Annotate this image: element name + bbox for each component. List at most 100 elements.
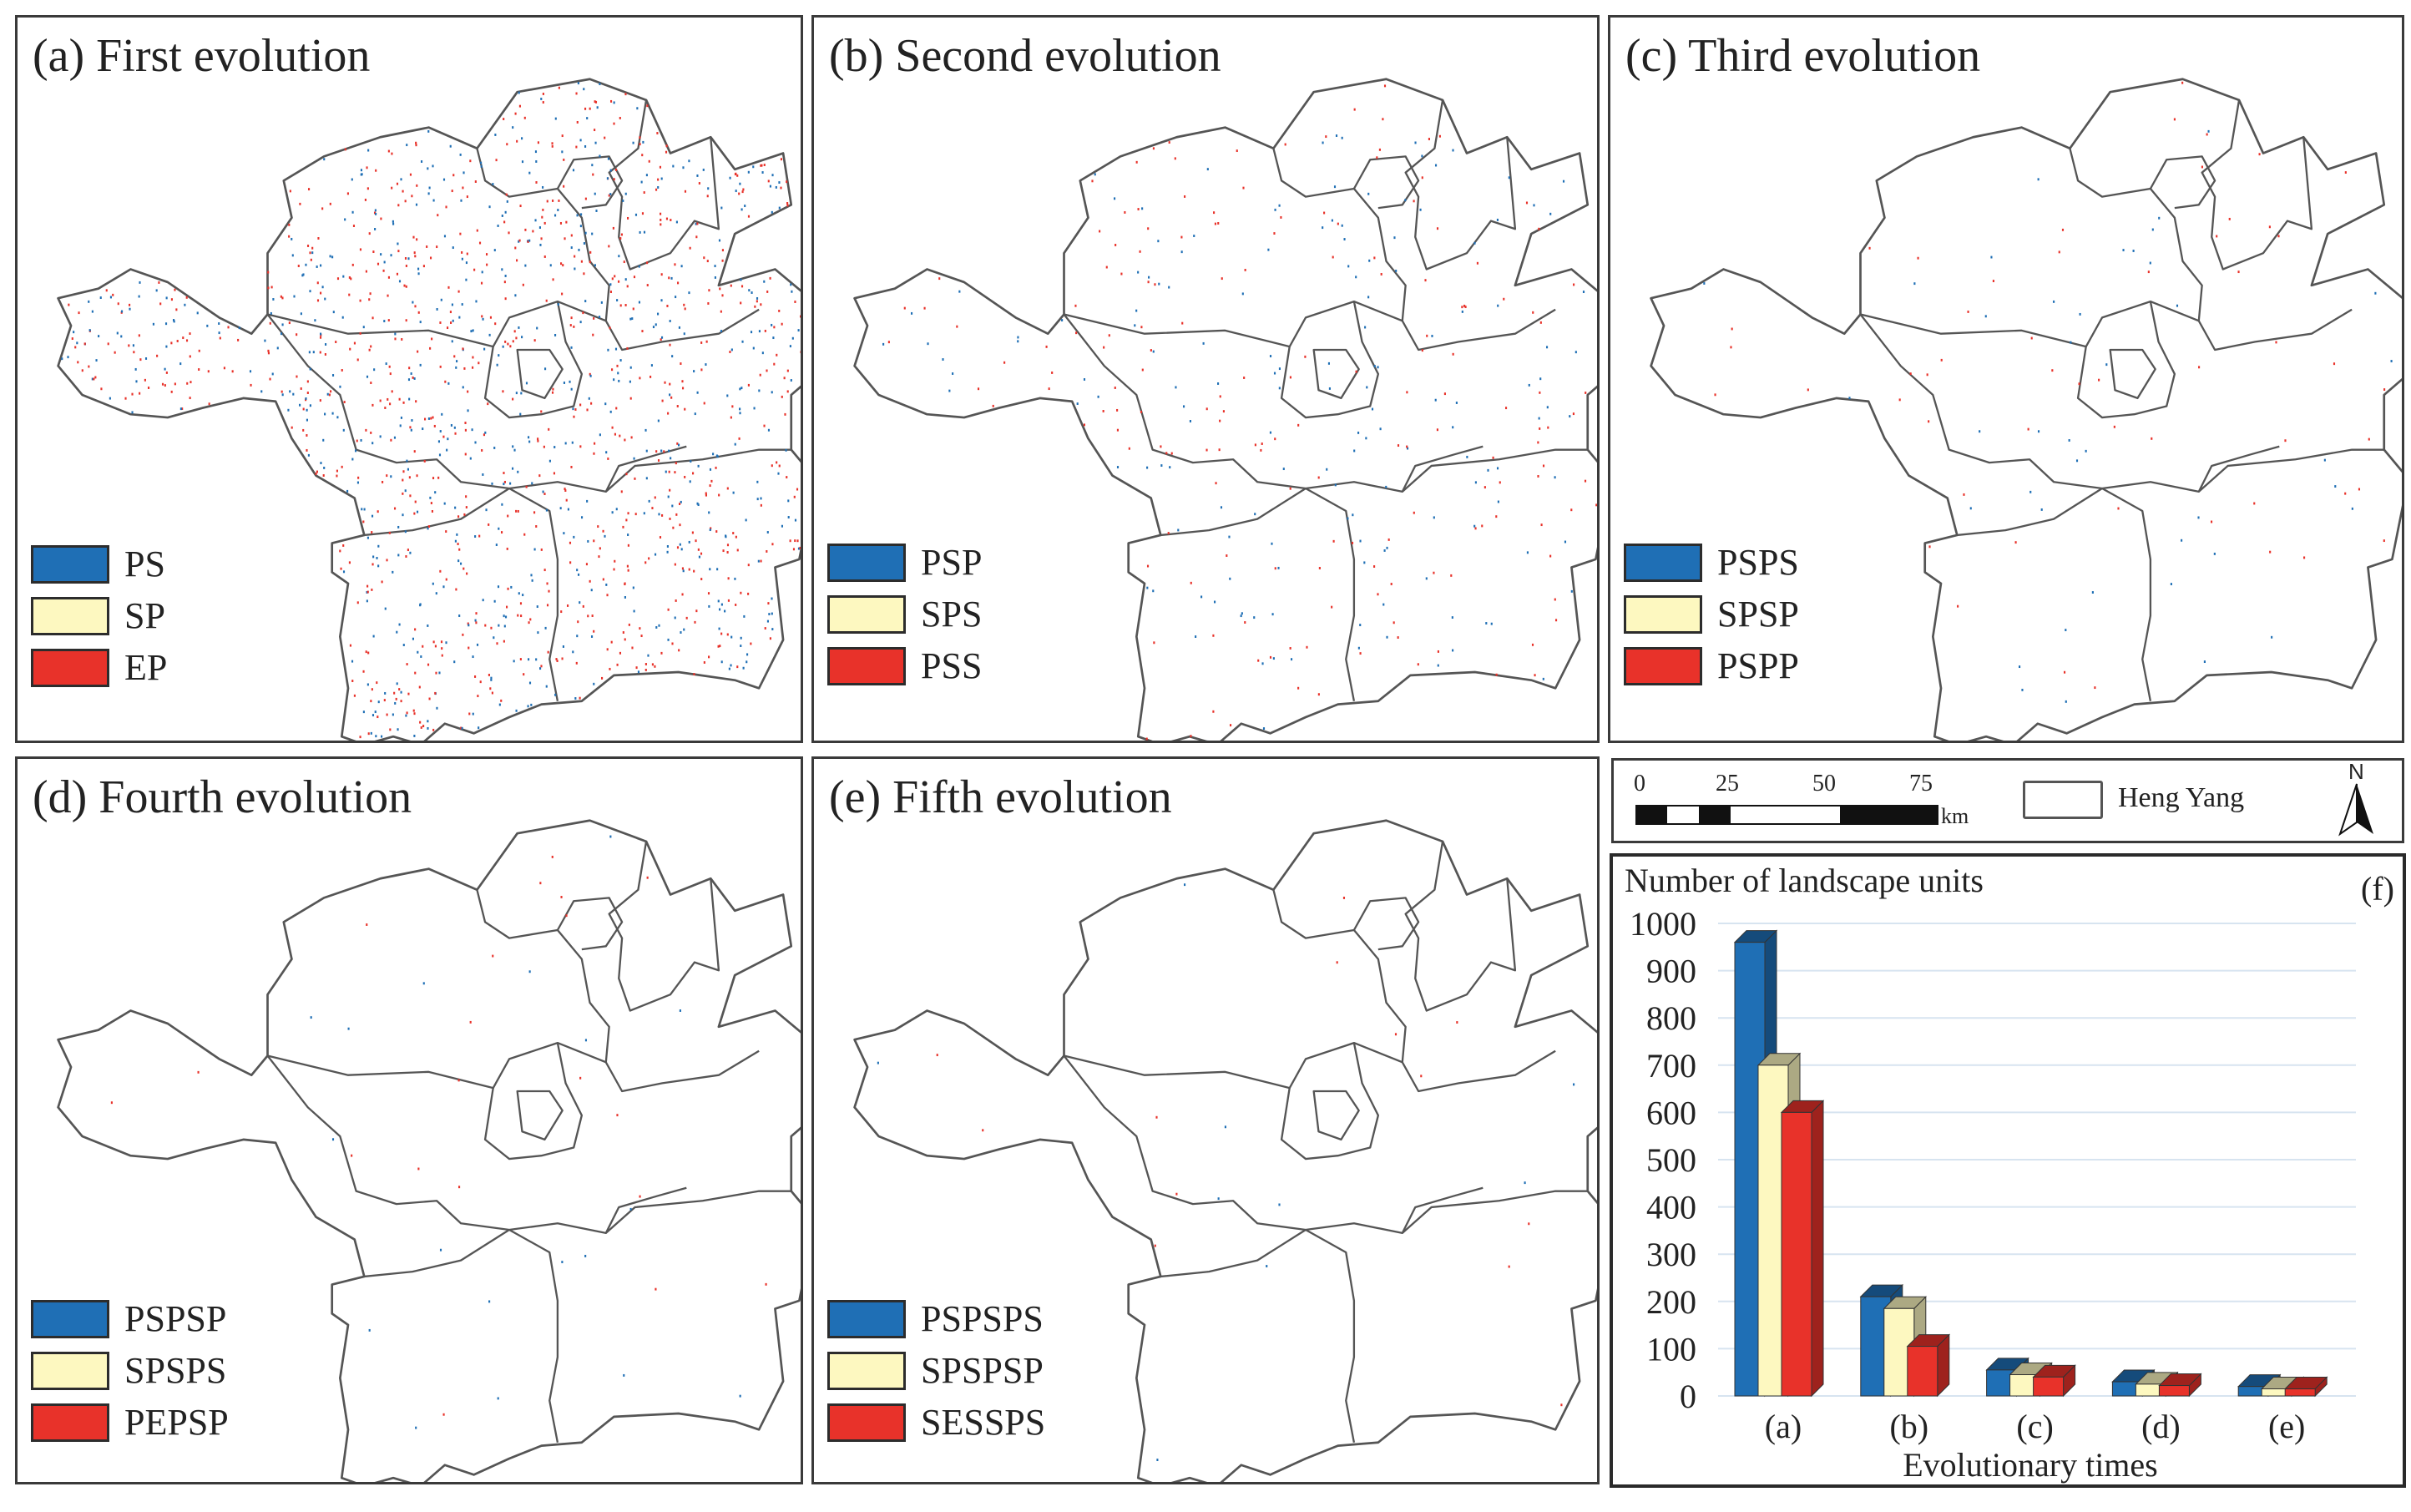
landscape-unit-dot — [631, 317, 634, 321]
landscape-unit-dot — [520, 614, 523, 618]
landscape-unit-dot — [389, 728, 392, 731]
landscape-unit-dot — [170, 341, 173, 345]
landscape-unit-dot — [771, 323, 773, 326]
landscape-unit-dot — [700, 552, 703, 555]
landscape-unit-dot — [520, 392, 523, 395]
landscape-unit-dot — [472, 655, 474, 659]
landscape-unit-dot — [561, 292, 564, 296]
landscape-unit-dot — [781, 322, 783, 326]
landscape-unit-dot — [1243, 377, 1246, 379]
landscape-unit-dot — [396, 682, 398, 685]
landscape-unit-dot — [498, 624, 500, 627]
landscape-unit-dot — [1212, 634, 1215, 637]
landscape-unit-dot — [435, 671, 437, 675]
landscape-unit-dot — [1357, 431, 1360, 434]
landscape-unit-dot — [475, 612, 478, 615]
landscape-unit-dot — [2061, 228, 2065, 231]
landscape-unit-dot — [671, 504, 674, 508]
landscape-unit-dot — [563, 158, 565, 161]
landscape-unit-dot — [1158, 282, 1160, 286]
landscape-unit-dot — [404, 200, 407, 203]
landscape-unit-dot — [672, 526, 675, 529]
landscape-unit-dot — [432, 416, 434, 419]
landscape-unit-dot — [503, 220, 506, 224]
landscape-unit-dot — [698, 555, 700, 559]
landscape-unit-dot — [352, 225, 356, 227]
landscape-unit-dots — [110, 835, 767, 1429]
landscape-unit-dot — [570, 387, 573, 391]
landscape-unit-dot — [684, 190, 687, 193]
landscape-unit-dot — [1137, 271, 1140, 274]
landscape-unit-dot — [528, 681, 532, 685]
legend-swatch-yellow — [31, 597, 109, 635]
county-line — [604, 445, 687, 493]
landscape-unit-dot — [1048, 387, 1050, 391]
landscape-unit-dot — [502, 390, 504, 393]
landscape-unit-dot — [615, 407, 618, 410]
landscape-unit-dot — [671, 642, 674, 645]
landscape-unit-dot — [402, 513, 404, 517]
landscape-unit-dot — [506, 200, 508, 203]
landscape-unit-dot — [516, 139, 518, 143]
landscape-unit-dot — [317, 237, 320, 240]
landscape-unit-dot — [1278, 204, 1281, 207]
landscape-unit-dot — [694, 620, 696, 624]
landscape-unit-dot — [1181, 321, 1184, 325]
landscape-unit-dot — [660, 177, 663, 180]
landscape-unit-dot — [551, 142, 553, 145]
landscape-unit-dot — [719, 645, 721, 648]
landscape-unit-dot — [491, 691, 493, 695]
landscape-unit-dot — [656, 312, 660, 316]
landscape-unit-dot — [797, 329, 800, 332]
landscape-unit-dot — [1363, 561, 1366, 564]
landscape-unit-dot — [370, 431, 372, 434]
landscape-unit-dot — [498, 703, 501, 706]
north-arrow-icon — [2338, 783, 2373, 837]
landscape-unit-dot — [1380, 272, 1382, 276]
landscape-unit-dot — [796, 539, 799, 543]
panel-first-evolution: (a) First evolution PS SP EP — [15, 15, 803, 743]
landscape-unit-dot — [481, 448, 483, 452]
landscape-unit-dot — [618, 280, 620, 283]
landscape-unit-dot — [760, 503, 762, 507]
landscape-unit-dot — [1417, 663, 1419, 666]
landscape-unit-dot — [416, 184, 418, 187]
landscape-unit-dot — [452, 319, 454, 322]
landscape-unit-dot — [1378, 148, 1381, 151]
landscape-unit-dot — [1327, 362, 1330, 365]
landscape-unit-dot — [669, 382, 671, 386]
landscape-unit-dot — [660, 338, 662, 341]
landscape-unit-dot — [1353, 449, 1356, 453]
landscape-unit-dot — [534, 219, 537, 222]
landscape-unit-dot — [98, 335, 100, 338]
landscape-unit-dot — [542, 101, 544, 104]
landscape-unit-dot — [368, 348, 371, 351]
landscape-unit-dot — [321, 207, 324, 210]
landscape-unit-dot — [1331, 219, 1333, 222]
landscape-unit-dot — [341, 316, 344, 319]
landscape-unit-dot — [431, 337, 433, 341]
landscape-unit-dot — [606, 648, 609, 651]
landscape-unit-dot — [771, 391, 773, 394]
landscape-unit-dot — [350, 277, 352, 281]
landscape-unit-dot — [522, 283, 524, 286]
landscape-unit-dot — [666, 545, 669, 548]
landscape-unit-dot — [1359, 652, 1362, 655]
landscape-unit-dot — [1103, 346, 1105, 349]
landscape-unit-dot — [692, 472, 695, 475]
landscape-unit-dot — [1150, 349, 1152, 351]
landscape-unit-dot — [739, 182, 741, 185]
landscape-unit-dot — [343, 401, 346, 403]
landscape-unit-dot — [613, 122, 615, 125]
landscape-unit-dot — [646, 284, 649, 286]
landscape-unit-dot — [548, 427, 550, 431]
landscape-unit-dot — [684, 407, 686, 411]
county-line — [1272, 889, 1407, 1063]
legend-label: PSP — [921, 542, 983, 583]
landscape-unit-dot — [760, 497, 762, 500]
landscape-unit-dot — [740, 636, 742, 640]
landscape-unit-dot — [707, 302, 710, 305]
landscape-unit-dot — [730, 664, 732, 667]
landscape-unit-dot — [427, 192, 430, 195]
landscape-unit-dot — [1365, 437, 1367, 440]
